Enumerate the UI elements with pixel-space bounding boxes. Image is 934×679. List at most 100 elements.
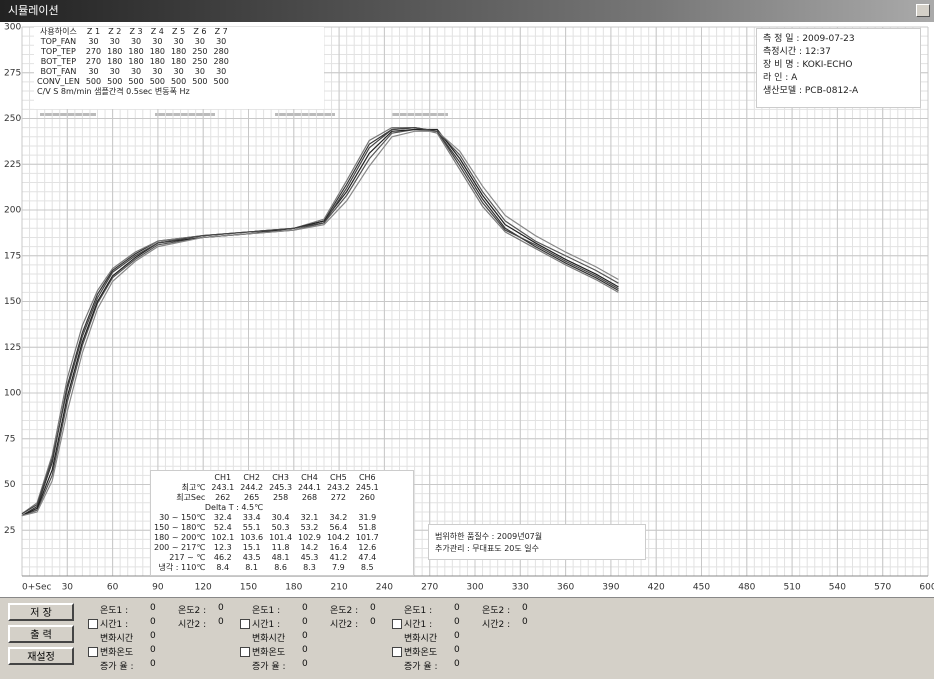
measure-cell: 53.2 — [300, 523, 319, 532]
y-tick-label: 300 — [4, 23, 21, 33]
settings-cell: 250 — [192, 47, 208, 56]
settings-cell: 500 — [149, 77, 165, 86]
measure-cell: 16.4 — [329, 543, 348, 552]
measure-cell: 101.7 — [355, 533, 379, 542]
x-tick-label: 180 — [285, 583, 302, 593]
panel-field: 0 — [150, 603, 156, 613]
measure-cell: 12.6 — [358, 543, 377, 552]
info-line: 장 비 명 : KOKI-ECHO — [763, 60, 853, 70]
x-tick-label: 600 — [919, 583, 934, 593]
measure-table: CH1 CH2 CH3 CH4 CH5 CH6 최고℃ 243.1 244.2 245.3 244.… — [150, 470, 414, 576]
checkbox[interactable] — [392, 619, 402, 629]
panel-field: 0 — [150, 631, 156, 641]
settings-cell: 500 — [128, 77, 144, 86]
button[interactable]: 저 장 — [8, 603, 74, 621]
measure-cell: 102.9 — [298, 533, 321, 542]
settings-cell: 30 — [152, 67, 163, 76]
x-tick-label: 450 — [693, 583, 710, 593]
legend-entry: CH5 — [330, 473, 347, 482]
x-tick-label: 150 — [240, 583, 257, 593]
panel-field: 변화온도 — [252, 648, 286, 658]
panel-field: 0 — [302, 659, 308, 669]
x-tick-label: 480 — [738, 583, 755, 593]
measure-cell: 32.4 — [213, 513, 232, 522]
measure-cell: 55.1 — [242, 523, 261, 532]
panel-field: 온도2 : — [330, 606, 359, 616]
panel-field: 증가 율 : — [404, 662, 438, 672]
settings-row: BOT_TEP 270 180 180 180 180 250 280 — [34, 57, 232, 67]
settings-cell: Z 4 — [150, 27, 164, 36]
checkbox[interactable] — [392, 647, 402, 657]
measure-cell: 30.4 — [271, 513, 290, 522]
y-tick-label: 175 — [4, 251, 21, 261]
measure-cell: 265 — [244, 493, 260, 502]
measure-cell: 102.1 — [211, 533, 235, 542]
close-button[interactable] — [916, 4, 930, 17]
measure-cell: 8.4 — [216, 563, 230, 572]
panel-field: 시간1 : — [100, 620, 129, 630]
settings-cell: 30 — [194, 67, 205, 76]
settings-cell: 180 — [128, 47, 144, 56]
series-line — [21, 127, 619, 515]
panel-field: 시간2 : — [330, 620, 359, 630]
panel-field: 변화온도 — [404, 648, 438, 658]
checkbox[interactable] — [88, 647, 98, 657]
measure-cell: 243.2 — [326, 483, 350, 492]
panel-field: 증가 율 : — [252, 662, 286, 672]
measure-cell: 52.4 — [213, 523, 232, 532]
checkbox[interactable] — [240, 647, 250, 657]
measure-row: Delta T : 4.5℃ — [151, 503, 382, 513]
settings-cell: 270 — [85, 47, 102, 56]
settings-cell: 사용하이스 — [40, 27, 77, 36]
panel-field: 변화시간 — [252, 634, 286, 644]
panel-field: 변화온도 — [100, 648, 134, 658]
x-tick-label: 270 — [421, 583, 438, 593]
measure-cell: 11.8 — [271, 543, 290, 552]
y-tick-label: 150 — [4, 297, 21, 307]
button[interactable]: 재설정 — [8, 647, 74, 665]
settings-cell: 30 — [109, 37, 120, 46]
settings-cell: BOT_TEP — [40, 57, 77, 66]
measure-cell: 14.2 — [300, 543, 319, 552]
panel-field: 0 — [522, 617, 528, 627]
legend-entry: CH6 — [358, 473, 376, 482]
settings-cell: 280 — [213, 47, 229, 56]
panel-field: 0 — [150, 617, 156, 627]
x-tick-label: 210 — [331, 583, 348, 593]
series-line — [21, 128, 619, 517]
x-tick-label: 30 — [62, 583, 74, 593]
measure-cell: 48.1 — [271, 553, 290, 562]
settings-cell: 30 — [130, 67, 142, 76]
settings-cell: 30 — [88, 37, 99, 46]
measure-cell: 33.4 — [242, 513, 261, 522]
panel-field: 변화시간 — [404, 634, 438, 644]
settings-cell: 270 — [85, 57, 102, 66]
measure-cell: 245.3 — [269, 483, 293, 492]
panel-group: 온도1 : 0 온도2 : 0 시간1 : 0 시간2 : 0 변화시간 0 변화온도 0 증가 율 :… — [392, 601, 542, 677]
settings-cell: 180 — [149, 57, 165, 66]
panel-field: 0 — [522, 603, 528, 613]
checkbox[interactable] — [240, 619, 250, 629]
measure-cell: 8.6 — [274, 563, 287, 572]
settings-cell: 500 — [192, 77, 208, 86]
info-line: 생산모델 : PCB-0812-A — [763, 86, 859, 96]
panel-group: 온도1 : 0 온도2 : 0 시간1 : 0 시간2 : 0 변화시간 0 변화온도 0 증가 율 :… — [240, 601, 390, 677]
settings-cell: 30 — [173, 67, 184, 76]
settings-cell: TOP_FAN — [40, 37, 77, 46]
measure-cell: 최고Sec — [176, 493, 206, 502]
panel-group: 온도1 : 0 온도2 : 0 시간1 : 0 시간2 : 0 변화시간 0 변화온도 0 증가 율 :… — [88, 601, 238, 677]
measure-cell: 41.2 — [329, 553, 348, 562]
y-tick-label: 200 — [4, 206, 21, 216]
legend-entry: CH4 — [301, 473, 318, 482]
button[interactable]: 출 력 — [8, 625, 74, 643]
settings-cell: 30 — [109, 67, 120, 76]
panel-field: 0 — [454, 603, 460, 613]
measure-cell: 245.1 — [355, 483, 379, 492]
checkbox[interactable] — [88, 619, 98, 629]
measure-row: 200 ~ 217℃ 12.3 15.1 11.8 14.2 16.4 12.6 — [151, 543, 382, 553]
measure-cell: 31.9 — [358, 513, 377, 522]
settings-cell: 500 — [85, 77, 102, 86]
measure-cell: 8.5 — [360, 563, 374, 572]
settings-row: CONV_LEN 500 500 500 500 500 500 500 — [34, 77, 232, 87]
